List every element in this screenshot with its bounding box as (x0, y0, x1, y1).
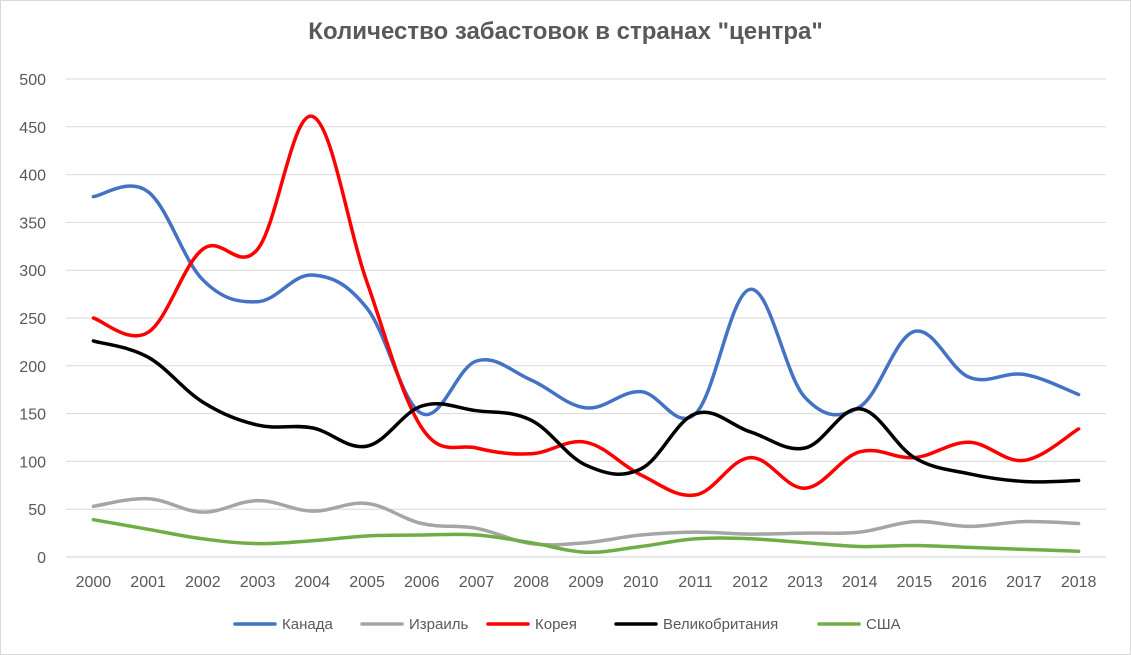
x-tick-label: 2017 (1006, 574, 1042, 591)
x-tick-label: 2007 (459, 574, 495, 591)
x-tick-label: 2011 (678, 574, 713, 591)
y-tick-label: 400 (19, 168, 46, 185)
x-tick-label: 2012 (732, 574, 768, 591)
x-tick-label: 2016 (951, 574, 987, 591)
chart-title: Количество забастовок в странах "центра" (308, 18, 823, 45)
x-tick-label: 2008 (513, 574, 549, 591)
x-axis-ticks: 2000 2001 2002 2003 2004 2005 2006 2007 2008 2009… (76, 574, 1097, 591)
series-line-0 (91, 184, 1081, 421)
y-axis-ticks: 0 50 100 150 200 250 300 350 400 450 500 (19, 72, 46, 567)
series-line-2 (91, 114, 1081, 498)
series-line-3 (91, 339, 1081, 484)
series-line-1 (91, 496, 1081, 547)
y-tick-label: 150 (19, 407, 46, 424)
series-lines (91, 114, 1081, 555)
legend-label: Корея (535, 616, 577, 633)
x-tick-label: 2006 (404, 574, 440, 591)
y-tick-label: 350 (19, 215, 46, 232)
legend-label: Израиль (409, 616, 468, 633)
x-tick-label: 2013 (787, 574, 823, 591)
x-tick-label: 2014 (842, 574, 878, 591)
series-line-4 (91, 517, 1081, 555)
legend-label: Великобритания (663, 616, 778, 633)
y-tick-label: 300 (19, 263, 46, 280)
x-tick-label: 2002 (185, 574, 221, 591)
y-tick-label: 500 (19, 72, 46, 89)
x-tick-label: 2009 (568, 574, 604, 591)
legend: Канада Израиль Корея Великобритания США (233, 616, 901, 633)
y-tick-label: 250 (19, 311, 46, 328)
y-tick-label: 450 (19, 120, 46, 137)
x-tick-label: 2010 (623, 574, 659, 591)
x-tick-label: 2001 (130, 574, 166, 591)
x-tick-label: 2000 (76, 574, 112, 591)
y-tick-label: 200 (19, 359, 46, 376)
legend-label: США (866, 616, 901, 633)
y-tick-label: 100 (19, 454, 46, 471)
x-tick-label: 2004 (295, 574, 331, 591)
x-tick-label: 2015 (897, 574, 933, 591)
y-tick-label: 50 (28, 502, 46, 519)
x-tick-label: 2018 (1061, 574, 1097, 591)
y-tick-label: 0 (37, 550, 46, 567)
legend-label: Канада (282, 616, 333, 633)
x-tick-label: 2005 (349, 574, 385, 591)
x-tick-label: 2003 (240, 574, 276, 591)
gridlines (66, 78, 1106, 558)
